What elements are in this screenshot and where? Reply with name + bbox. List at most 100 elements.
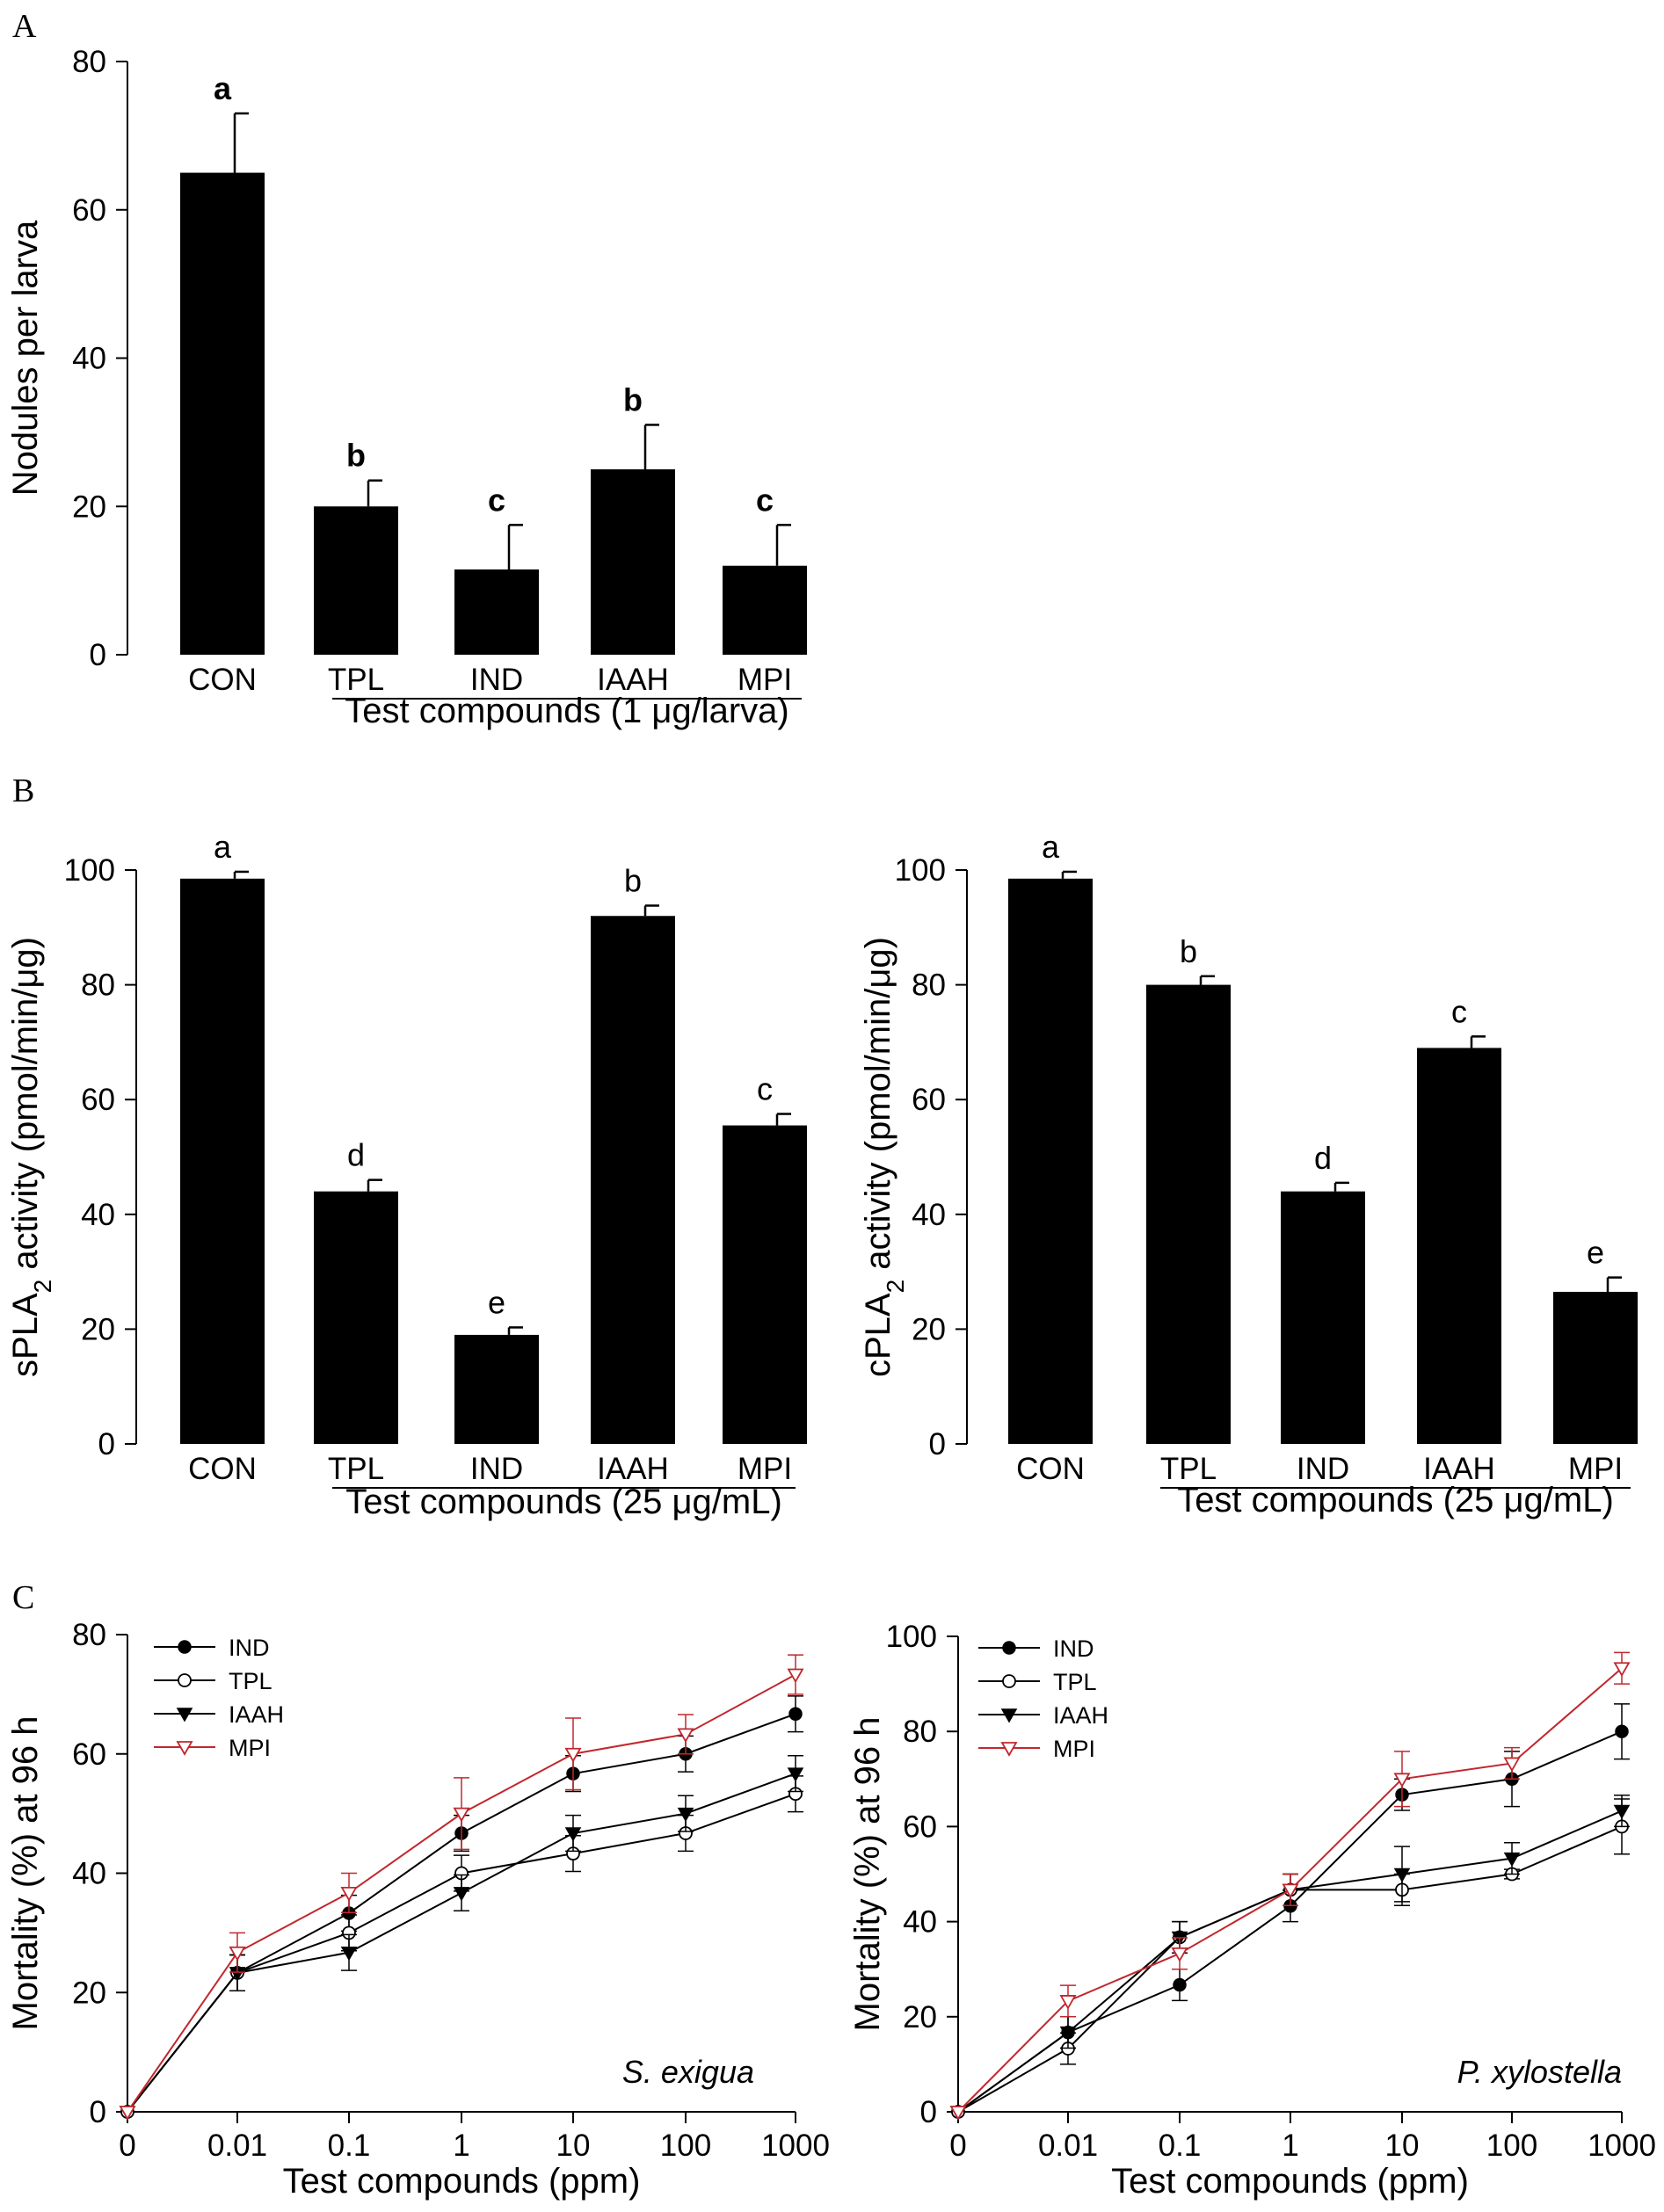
data-point [453,1887,470,1902]
data-point [1173,1977,1187,1992]
series-line [127,1713,796,2113]
x-tick-label: 10 [556,2129,591,2163]
bar-chart-b-right: 0 20 40 60 80 100 cPLA2 activity (pmol/min/μg)… [859,829,1638,1519]
bar [1553,1291,1638,1444]
y-tick-label: 60 [903,1809,937,1844]
bar [1008,878,1093,1444]
line-chart-c-left: 0 20 40 60 80 Mortality (%) at 96 h 0 0.01 0.1 1 1… [6,1618,830,2201]
x-axis-label: Test compounds (1 μg/larva) [345,692,789,730]
data-point [1393,1868,1411,1883]
data-point [178,1640,192,1654]
bar [314,506,398,655]
data-point [1282,1883,1299,1899]
bar [1146,984,1231,1444]
significance-letter: c [488,482,505,518]
bar [180,878,265,1444]
x-tick-label: 100 [1486,2129,1537,2163]
x-tick-label: 0.01 [1038,2129,1098,2163]
data-point [119,2106,136,2121]
data-point [564,1747,582,1763]
legend-entry-iaah: IAAH [978,1702,1108,1729]
legend-entry-ind: IND [978,1635,1094,1662]
data-point [787,1668,804,1684]
data-point [1002,1674,1016,1688]
y-tick-label: 20 [72,490,106,524]
bar [723,565,807,655]
panel-label-a: A [12,8,37,45]
series-mpi [949,1651,1631,2121]
data-point [677,1728,694,1744]
line-chart-c-right: 0 20 40 60 80 100 Mortality (%) at 96 h 0 0.01 0.… [848,1620,1656,2201]
y-tick-label: 40 [903,1905,937,1940]
y-axis-label: cPLA2 activity (pmol/min/μg) [859,937,909,1377]
legend-entry-mpi: MPI [154,1735,271,1761]
data-point [564,1827,582,1842]
y-axis-label-rest: activity (pmol/min/μg) [6,937,45,1280]
y-tick-label: 0 [920,2095,937,2129]
bar [591,916,675,1444]
data-point [1393,1773,1411,1788]
x-category-label: IAAH [1423,1452,1495,1486]
bar [454,569,539,655]
y-tick-label: 60 [72,193,106,228]
x-category-label: MPI [738,663,792,697]
x-tick-label: 1000 [1588,2129,1656,2163]
x-tick-label: 0.1 [328,2129,371,2163]
y-axis-label-rest: activity (pmol/min/μg) [859,937,897,1280]
legend-entry-mpi: MPI [978,1736,1095,1762]
x-tick-label: 1 [1282,2129,1298,2163]
y-axis-label-main: Nodules per larva [6,220,45,496]
significance-letter: e [1587,1235,1604,1271]
data-point [949,2106,967,2121]
x-tick-label: 10 [1385,2129,1420,2163]
x-tick-label: 1000 [761,2129,830,2163]
bar [723,1125,807,1444]
data-point [1059,2026,1077,2042]
data-point [1613,1662,1631,1678]
y-tick-label: 20 [72,1976,106,2010]
data-point [1503,1852,1521,1868]
legend-label: IAAH [229,1701,284,1728]
x-category-label: MPI [738,1452,792,1486]
bar [1281,1191,1365,1444]
x-category-label: IND [470,1452,523,1486]
bar-chart-a: 0 20 40 60 80 Nodules per larva a CON b TPL c IND b I… [6,45,807,730]
data-point [340,1947,358,1962]
y-axis-label: Nodules per larva [6,220,45,496]
data-point [1000,1742,1018,1757]
y-axis-label: Mortality (%) at 96 h [848,1717,887,2032]
significance-letter: a [1042,829,1060,865]
significance-letter: b [1180,933,1197,969]
bar [591,469,675,655]
significance-letter: c [757,1071,773,1107]
y-tick-label: 80 [912,968,946,1003]
y-tick-label: 60 [72,1737,106,1772]
x-category-label: IND [1297,1452,1349,1486]
legend-label: TPL [1053,1669,1097,1695]
legend-label: IAAH [1053,1702,1108,1729]
x-tick-label: 100 [660,2129,711,2163]
legend-entry-iaah: IAAH [154,1701,284,1728]
legend-entry-ind: IND [154,1635,270,1661]
bar [1417,1048,1501,1444]
significance-letter: a [214,829,232,865]
x-tick-label: 0 [949,2129,966,2163]
significance-letter: a [214,70,232,106]
y-tick-label: 20 [903,2000,937,2034]
y-tick-label: 40 [912,1198,946,1232]
data-point [453,1807,470,1823]
y-tick-label: 60 [912,1083,946,1117]
data-point [1000,1708,1018,1723]
bar-chart-b-left: 0 20 40 60 80 100 sPLA2 activity (pmol/min/μg)… [6,829,807,1521]
legend-label: IND [229,1635,270,1661]
x-category-label: IAAH [597,663,669,697]
data-point [1613,1804,1631,1820]
y-axis-label-subscript: 2 [29,1280,56,1294]
y-axis-label: sPLA2 activity (pmol/min/μg) [6,937,56,1377]
species-label: S. exigua [622,2054,754,2090]
significance-letter: d [347,1137,365,1173]
y-tick-label: 80 [903,1715,937,1749]
significance-letter: b [624,862,642,898]
bar [180,172,265,655]
